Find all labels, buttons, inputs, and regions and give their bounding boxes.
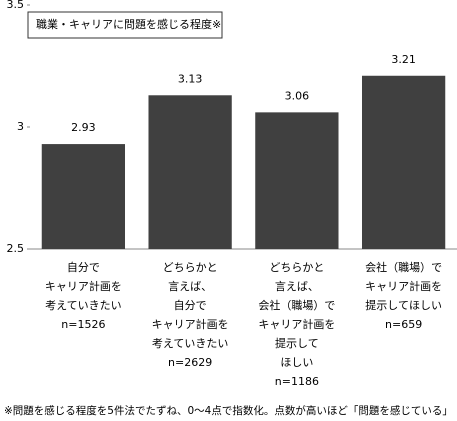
x-tick-label-line: キャリア計画を [45,279,122,293]
x-tick-label-line: 言えば、 [168,280,212,293]
x-tick-label: どちらかと言えば、会社（職場）でキャリア計画を提示してほしい n=1186 [258,261,335,388]
bar [361,75,446,249]
x-tick-label-line: 提示して [275,337,319,350]
x-tick-label-line: ほしい [280,356,313,369]
x-tick-label-line: 会社（職場）で [258,298,335,312]
chart-title: 職業・キャリアに問題を感じる程度※ [36,17,221,31]
x-tick-label-line: n=2629 [168,356,212,369]
x-tick-label-line: 自分で [67,261,100,274]
x-tick-label-line: n=659 [385,318,422,331]
y-tick-label: 3 [17,120,24,133]
x-tick-label-line: どちらかと [163,261,218,274]
y-tick-label: 3.5 [7,0,25,11]
x-tick-label-line: 考えていきたい [45,299,121,312]
x-tick-label-line: 考えていきたい [152,337,228,350]
x-tick-label: 自分でキャリア計画を考えていきたい n=1526 [45,261,122,331]
title-box [27,11,223,39]
x-tick-label-line: キャリア計画を [258,317,335,331]
bar [41,144,126,249]
value-label: 3.06 [285,89,310,102]
value-label: 3.13 [178,72,203,85]
value-label: 2.93 [71,121,96,134]
x-tick-label-line: n=1186 [275,375,319,388]
footnote: ※問題を感じる程度を5件法でたずね、0〜4点で指数化。点数が高いほど「問題を感じ… [4,404,453,417]
x-tick-label-line: キャリア計画を [365,279,442,293]
value-label: 3.21 [391,53,416,66]
bar [148,95,232,249]
x-tick-label-line: 提示してほしい [365,299,442,312]
y-tick-label: 2.5 [7,242,25,255]
x-tick-label-line: どちらかと [269,261,324,274]
x-tick-label-line: 言えば、 [275,280,319,293]
x-tick-label-line: 会社（職場）で [365,260,442,274]
x-tick-label-line: キャリア計画を [152,317,229,331]
x-tick-label-line: 自分で [174,299,207,312]
x-tick-label-line: n=1526 [61,318,105,331]
x-tick-label: 会社（職場）でキャリア計画を提示してほしい n=659 [365,260,442,331]
x-tick-label: どちらかと言えば、自分でキャリア計画を考えていきたい n=2629 [152,261,229,369]
bar [255,112,339,249]
